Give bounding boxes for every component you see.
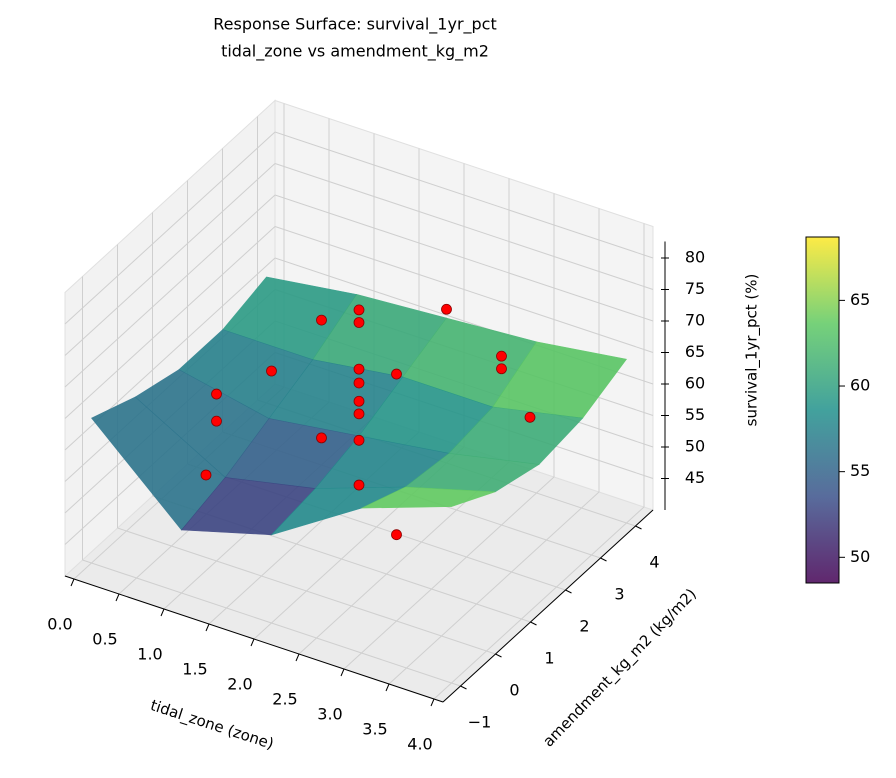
- x-tick-label: 0.5: [92, 630, 117, 649]
- colorbar-tick-label: 65: [850, 290, 870, 309]
- x-tick-label: 1.5: [182, 660, 207, 679]
- grid-line: [82, 559, 461, 687]
- data-point: [316, 432, 327, 444]
- grid-line: [343, 476, 555, 670]
- data-point: [200, 469, 212, 481]
- axis-line: [64, 575, 444, 703]
- grid-line: [433, 506, 645, 700]
- grid-line: [64, 226, 276, 419]
- surface-patch: [361, 486, 496, 509]
- y-tick: [495, 653, 502, 658]
- y-tick: [565, 589, 572, 594]
- y-tick: [530, 621, 537, 626]
- data-point: [441, 303, 452, 315]
- y-tick: [635, 525, 642, 530]
- x-tick: [340, 668, 345, 677]
- data-point: [391, 529, 402, 541]
- data-point: [524, 411, 536, 423]
- y-tick-label: 3: [614, 585, 624, 604]
- grid-line: [64, 163, 276, 356]
- grid-line: [274, 131, 654, 259]
- x-tick: [430, 698, 435, 707]
- x-tick-label: 1.0: [137, 645, 162, 664]
- data-point: [353, 304, 365, 316]
- x-tick-label: 3.5: [362, 720, 387, 739]
- y-tick-label: 1: [544, 649, 554, 668]
- axis-line: [442, 509, 654, 703]
- data-point: [353, 317, 365, 328]
- grid-line: [388, 491, 600, 685]
- data-point: [353, 377, 365, 389]
- chart-subtitle: tidal_zone vs amendment_kg_m2: [221, 42, 489, 62]
- data-point: [353, 363, 365, 375]
- z-tick-label: 45: [685, 468, 705, 487]
- x-tick: [115, 593, 120, 602]
- data-point: [211, 415, 222, 427]
- y-tick: [600, 557, 607, 562]
- x-tick-label: 2.0: [227, 675, 252, 694]
- colorbar: [806, 237, 839, 583]
- data-point: [353, 408, 365, 420]
- x-axis-label: tidal_zone (zone): [148, 696, 276, 754]
- z-axis-label: survival_1yr_pct (%): [743, 274, 762, 427]
- grid-line: [274, 194, 654, 322]
- x-tick: [385, 683, 390, 692]
- colorbar-tick-label: 55: [850, 461, 870, 480]
- y-axis-label: amendment_kg_m2 (kg/m2): [539, 585, 700, 751]
- x-tick: [70, 578, 75, 587]
- colorbar-frame: [805, 236, 840, 584]
- colorbar-tick-label: 60: [850, 376, 870, 395]
- data-point: [353, 395, 365, 407]
- z-tick-label: 50: [685, 437, 705, 456]
- z-tick-label: 80: [685, 248, 705, 267]
- chart-title: Response Surface: survival_1yr_pct: [213, 15, 497, 35]
- x-tick-label: 0.0: [47, 615, 72, 634]
- z-tick-label: 65: [685, 342, 705, 361]
- x-tick: [250, 638, 255, 647]
- x-tick: [295, 653, 300, 662]
- y-tick-label: 4: [649, 553, 659, 572]
- y-tick: [460, 685, 467, 690]
- grid-line: [274, 226, 654, 353]
- y-tick-label: 0: [509, 681, 519, 700]
- data-point: [353, 434, 365, 446]
- z-tick-label: 60: [685, 374, 705, 393]
- x-tick-label: 4.0: [407, 735, 432, 754]
- x-tick-label: 3.0: [317, 705, 342, 724]
- z-tick-label: 75: [685, 279, 705, 298]
- z-tick-label: 55: [685, 405, 705, 424]
- data-point: [496, 363, 507, 375]
- grid-line: [64, 131, 276, 325]
- data-point: [353, 479, 365, 491]
- y-tick-label: −1: [468, 713, 492, 732]
- y-tick-label: 2: [579, 617, 589, 636]
- x-tick: [205, 623, 210, 632]
- data-point: [496, 350, 507, 362]
- grid-line: [274, 163, 654, 290]
- grid-line: [64, 194, 276, 388]
- grid-line: [117, 527, 496, 655]
- data-point: [266, 365, 277, 377]
- x-tick: [160, 608, 165, 617]
- z-tick-label: 70: [685, 311, 705, 330]
- colorbar-tick-label: 50: [850, 547, 870, 566]
- data-point: [391, 368, 402, 380]
- x-tick-label: 2.5: [272, 690, 297, 709]
- data-point: [316, 314, 327, 326]
- data-point: [211, 388, 222, 400]
